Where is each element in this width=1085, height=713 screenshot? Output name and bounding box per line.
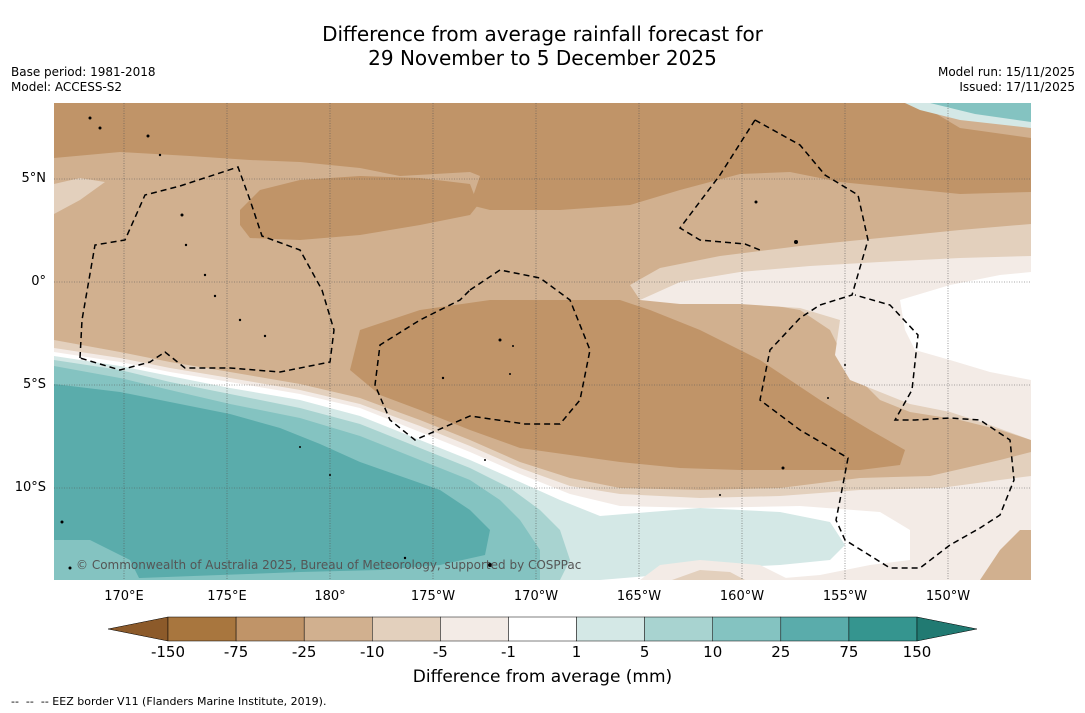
- lon-label-165w: 165°W: [616, 589, 662, 604]
- model-run: Model run: 15/11/2025: [937, 65, 1075, 79]
- title-line-1: Difference from average rainfall forecas…: [322, 22, 763, 46]
- legend-tick-label: 150: [902, 643, 932, 661]
- title-line-2: 29 November to 5 December 2025: [368, 46, 717, 70]
- legend-swatch-minus75_to_minus25: [235, 616, 305, 642]
- east-neutral-region: [900, 272, 1031, 380]
- south-wet-core: [54, 384, 490, 580]
- legend-low-arrow: [107, 616, 169, 642]
- issued-date: Issued: 17/11/2025: [959, 80, 1075, 94]
- legend-tick-label: -25: [291, 643, 317, 661]
- model-name: Model: ACCESS-S2: [11, 80, 123, 94]
- legend-swatch-25_to_75: [780, 616, 850, 642]
- eez-border-line-islands-west: [678, 119, 761, 251]
- legend-swatch-1_to_5: [576, 616, 645, 642]
- graticule: [54, 103, 1031, 580]
- islands: [60, 116, 846, 570]
- lat-label-5n: 5°N: [21, 171, 47, 186]
- legend-swatch-minus150_to_minus75: [167, 616, 237, 642]
- legend-swatches: [167, 616, 918, 642]
- lon-label-175w: 175°W: [410, 589, 456, 604]
- legend-swatch-5_to_10: [644, 616, 713, 642]
- northeast-wet-corner-2: [930, 103, 1031, 122]
- northwest-pale-patch: [54, 178, 105, 214]
- legend-swatch-minus25_to_minus10: [303, 616, 373, 642]
- legend-tick-label: 25: [771, 643, 791, 661]
- lon-label-180: 180°: [314, 589, 346, 604]
- copyright-credit: © Commonwealth of Australia 2025, Bureau…: [76, 558, 582, 572]
- legend-tick-label: 5: [639, 643, 650, 661]
- legend-high-arrow: [916, 616, 978, 642]
- legend-title: Difference from average (mm): [412, 667, 673, 687]
- legend-swatch-10_to_25: [712, 616, 782, 642]
- lat-label-0: 0°: [31, 274, 46, 289]
- legend-swatch-minus10_to_minus5: [372, 616, 441, 642]
- west-dry-blob: [240, 176, 478, 240]
- southwest-light-patch: [54, 540, 140, 580]
- lon-label-160w: 160°W: [719, 589, 765, 604]
- map-title: Difference from average rainfall forecas…: [0, 22, 1085, 70]
- legend-tick-label: -5: [432, 643, 448, 661]
- eez-footnote: -- -- -- EEZ border V11 (Flanders Marine…: [11, 695, 327, 708]
- eez-border-line-islands: [754, 119, 1015, 569]
- base-period: Base period: 1981-2018: [11, 65, 156, 79]
- eez-border-phoenix: [374, 269, 591, 441]
- legend-swatch-75_to_150: [848, 616, 918, 642]
- metadata-left: Base period: 1981-2018 Model: ACCESS-S2: [11, 65, 156, 95]
- legend-tick-label: -75: [223, 643, 249, 661]
- lon-label-155w: 155°W: [822, 589, 868, 604]
- southeast-dry-corner: [980, 530, 1031, 580]
- lat-label-10s: 10°S: [14, 480, 46, 495]
- south-middle-light-blob: [672, 570, 745, 580]
- lon-label-170e: 170°E: [104, 589, 144, 604]
- legend-tick-label: 75: [839, 643, 859, 661]
- south-middle-pale-blob: [640, 560, 790, 580]
- lon-label-175e: 175°E: [207, 589, 247, 604]
- metadata-right: Model run: 15/11/2025 Issued: 17/11/2025: [938, 65, 1075, 95]
- legend-tick-label: -150: [150, 643, 186, 661]
- lon-label-150w: 150°W: [925, 589, 971, 604]
- north-dry-band: [54, 103, 1031, 210]
- legend-tick-label: 1: [571, 643, 582, 661]
- legend-tick-label: 10: [703, 643, 723, 661]
- legend-swatch-minus1_to_1: [508, 616, 577, 642]
- legend-tick-label: -10: [360, 643, 385, 661]
- eez-borders: [79, 119, 1015, 569]
- legend-tick-label: -1: [500, 643, 516, 661]
- eez-border-kiribati-gilbert: [79, 166, 335, 373]
- lon-label-170w: 170°W: [513, 589, 559, 604]
- lat-label-5s: 5°S: [22, 377, 46, 392]
- legend-swatch-minus5_to_minus1: [440, 616, 509, 642]
